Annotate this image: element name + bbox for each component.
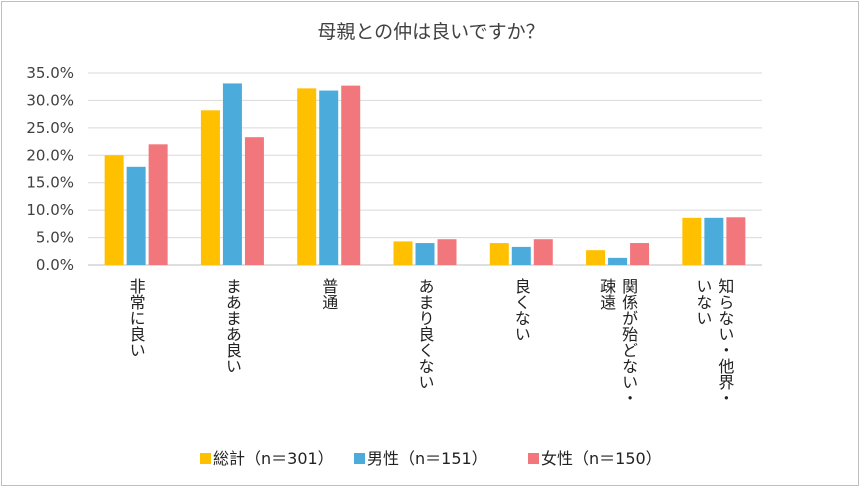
x-category-label: 良くない — [512, 278, 531, 342]
bar — [126, 166, 146, 265]
x-category-label: 関係が殆どない・ — [619, 278, 638, 406]
bar — [244, 137, 264, 265]
x-category-label: 非常に良い — [127, 278, 146, 358]
y-tick-label: 10.0% — [26, 201, 74, 219]
bar — [341, 85, 361, 265]
x-category-label: 知らない・他界・ — [715, 278, 734, 406]
x-category-label: あまり良くない — [416, 278, 435, 390]
y-tick-label: 20.0% — [26, 146, 74, 164]
legend-label: 総計（n＝301） — [213, 449, 334, 468]
bar — [297, 88, 317, 265]
bar — [586, 250, 606, 265]
bar — [104, 155, 124, 265]
bar — [148, 144, 168, 265]
y-tick-label: 0.0% — [36, 256, 74, 274]
legend-swatch — [528, 453, 539, 464]
bar — [726, 217, 746, 265]
legend-swatch — [200, 453, 211, 464]
bar — [704, 217, 724, 265]
y-tick-label: 5.0% — [36, 229, 74, 247]
bar — [200, 110, 220, 265]
y-tick-label: 25.0% — [26, 119, 74, 137]
x-category-label: 疎遠 — [597, 278, 616, 311]
y-tick-label: 35.0% — [26, 64, 74, 82]
y-tick-label: 15.0% — [26, 174, 74, 192]
bar — [511, 246, 531, 265]
bars — [104, 83, 746, 266]
bar — [319, 90, 339, 265]
bar — [415, 243, 435, 265]
bar — [222, 83, 242, 266]
y-axis-ticks: 0.0% 5.0% 10.0% 15.0% 20.0% 25.0% 30.0% 35.0% — [26, 64, 74, 274]
x-category-label: まあまあ良い — [223, 278, 242, 374]
x-category-label: 普通 — [319, 278, 338, 310]
legend: 総計（n＝301） 男性（n＝151） 女性（n＝150） — [200, 449, 662, 468]
bar — [608, 257, 628, 265]
x-category-label: いない — [693, 278, 712, 326]
bar — [533, 239, 553, 265]
gridlines — [88, 72, 762, 266]
bar — [682, 217, 702, 265]
legend-label: 男性（n＝151） — [367, 449, 488, 468]
legend-swatch — [354, 453, 365, 464]
x-axis-categories: 非常に良い まあまあ良い 普通 あまり良くない 良くない 関係が殆どない・疎遠 知らない・他… — [127, 278, 735, 406]
bar — [489, 243, 509, 265]
bar — [437, 239, 457, 265]
bar — [393, 241, 413, 265]
y-tick-label: 30.0% — [26, 91, 74, 109]
legend-label: 女性（n＝150） — [541, 449, 662, 468]
bar — [630, 243, 650, 265]
chart-title: 母親との仲は良いですか？ — [317, 21, 544, 43]
